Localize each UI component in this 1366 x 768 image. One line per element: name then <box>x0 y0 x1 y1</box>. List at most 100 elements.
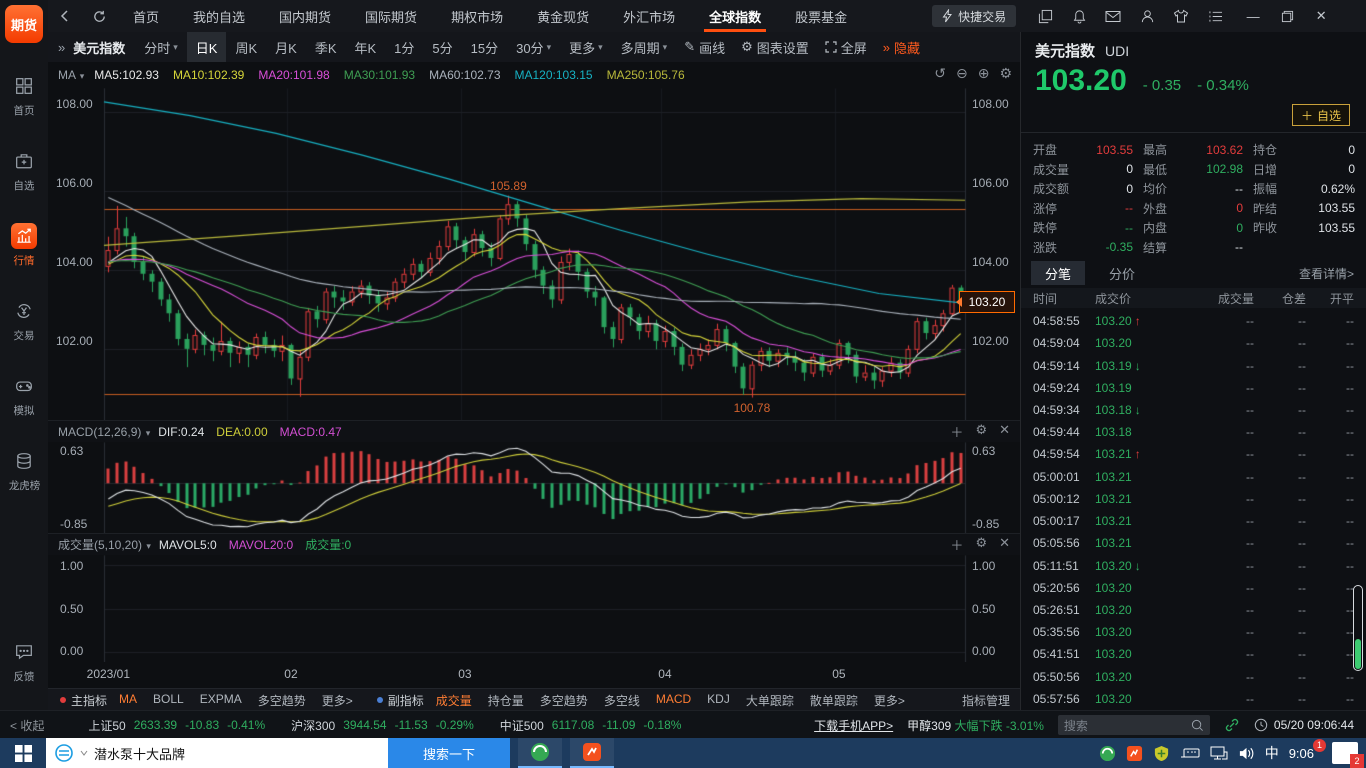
tick-row[interactable]: 04:59:24 103.19 -- -- -- <box>1021 377 1366 399</box>
index-quote-0[interactable]: 上证50 2633.39 -10.83 -0.41% <box>88 717 265 734</box>
zoom-out-icon[interactable]: ⊖ <box>955 65 968 81</box>
sub-indicator-5[interactable]: KDJ <box>707 691 730 706</box>
tray-shield-icon[interactable] <box>1153 745 1170 762</box>
macd-chart[interactable] <box>48 442 1020 533</box>
close-icon[interactable]: ✕ <box>999 422 1010 437</box>
tick-row[interactable]: 05:57:56 103.20 -- -- -- <box>1021 688 1366 710</box>
hide-panel-button[interactable]: » 隐藏 <box>882 39 921 56</box>
tick-row[interactable]: 05:05:56 103.21 -- -- -- <box>1021 532 1366 554</box>
app-logo[interactable]: 期货 <box>5 5 43 43</box>
gear-icon[interactable]: ⚙ <box>999 65 1012 81</box>
ime-indicator[interactable]: 中 <box>1264 745 1279 761</box>
tick-row[interactable]: 05:00:01 103.21 -- -- -- <box>1021 466 1366 488</box>
symbol-selector[interactable]: 美元指数 <box>73 40 126 56</box>
scrollbar-thumb[interactable] <box>1355 639 1361 669</box>
zoom-in-icon[interactable]: ⊕ <box>977 65 990 81</box>
tick-row[interactable]: 04:59:04 103.20 -- -- -- <box>1021 332 1366 354</box>
nav-tab-1[interactable]: 我的自选 <box>193 9 246 25</box>
gear-icon[interactable]: ⚙ <box>975 535 988 550</box>
period-tab-5[interactable]: 年K <box>354 40 377 56</box>
tray-futures-icon[interactable] <box>1126 745 1143 762</box>
sub-indicator-8[interactable]: 更多> <box>873 693 905 708</box>
search-input[interactable]: 搜索 <box>1057 715 1210 735</box>
gear-icon[interactable]: ⚙ <box>975 422 988 437</box>
period-tab-7[interactable]: 5分 <box>432 40 453 56</box>
link-status-icon[interactable] <box>1224 718 1240 732</box>
tray-volume-icon[interactable] <box>1238 746 1255 761</box>
nav-tab-5[interactable]: 黄金现货 <box>537 9 590 25</box>
nav-tab-2[interactable]: 国内期货 <box>279 9 332 25</box>
scrollbar[interactable] <box>1353 585 1363 671</box>
index-quote-1[interactable]: 沪深300 3944.54 -11.53 -0.29% <box>291 717 474 734</box>
tray-green-icon[interactable] <box>1099 745 1116 762</box>
draw-line-button[interactable]: ✎ 画线 <box>684 39 726 56</box>
sub-indicator-3[interactable]: 多空线 <box>603 693 640 708</box>
tick-row[interactable]: 04:59:54 103.21 ↑ -- -- -- <box>1021 443 1366 465</box>
main-indicator-3[interactable]: 多空趋势 <box>257 693 306 708</box>
taskbar-app-browser[interactable] <box>518 738 562 768</box>
macd-dropdown[interactable]: MACD(12,26,9) ▾ <box>58 424 151 439</box>
user-icon[interactable] <box>1130 0 1164 32</box>
tick-row[interactable]: 05:00:12 103.21 -- -- -- <box>1021 488 1366 510</box>
chart-settings-button[interactable]: ⚙ 图表设置 <box>741 39 809 56</box>
period-tab-4[interactable]: 季K <box>314 40 337 56</box>
theme-shirt-icon[interactable] <box>1164 0 1198 32</box>
indicator-manage-button[interactable]: 指标管理 <box>961 693 1010 708</box>
menu-list-icon[interactable] <box>1198 0 1232 32</box>
close-icon[interactable]: ✕ <box>999 535 1010 550</box>
add-icon[interactable]: ＋ <box>950 538 964 553</box>
action-center-icon[interactable]: 2 <box>1332 742 1364 768</box>
ma-dropdown[interactable]: MA ▾ <box>58 68 85 82</box>
tick-row[interactable]: 04:59:14 103.19 ↓ -- -- -- <box>1021 354 1366 376</box>
quick-trade-button[interactable]: 快捷交易 <box>932 5 1017 27</box>
sidebar-item-5[interactable]: 龙虎榜 <box>8 448 41 493</box>
add-icon[interactable]: ＋ <box>950 425 964 440</box>
multi-window-icon[interactable] <box>1028 0 1062 32</box>
sidebar-item-0[interactable]: 首页 <box>11 73 37 118</box>
main-indicator-1[interactable]: BOLL <box>153 691 184 706</box>
nav-tab-8[interactable]: 股票基金 <box>795 9 848 25</box>
tray-network-icon[interactable] <box>1210 746 1228 761</box>
main-candlestick-chart[interactable] <box>48 88 1020 420</box>
period-tab-2[interactable]: 周K <box>235 40 258 56</box>
tick-row[interactable]: 05:26:51 103.20 -- -- -- <box>1021 599 1366 621</box>
hot-contract-name[interactable]: 甲醇309 <box>907 718 952 733</box>
period-tab-11[interactable]: 多周期 ▾ <box>620 40 668 56</box>
tick-row[interactable]: 04:59:34 103.18 ↓ -- -- -- <box>1021 399 1366 421</box>
taskbar-search-box[interactable]: 潜水泵十大品牌 <box>46 738 388 768</box>
tray-clock[interactable]: 9:06 1 <box>1289 738 1326 761</box>
nav-tab-4[interactable]: 期权市场 <box>451 9 504 25</box>
nav-tab-3[interactable]: 国际期货 <box>365 9 418 25</box>
main-indicator-0[interactable]: MA <box>119 691 138 706</box>
nav-tab-7[interactable]: 全球指数 <box>692 0 778 32</box>
tick-row[interactable]: 05:41:51 103.20 -- -- -- <box>1021 643 1366 665</box>
sub-indicator-6[interactable]: 大单跟踪 <box>745 693 794 708</box>
download-app-link[interactable]: 下载手机APP> <box>814 718 894 733</box>
minimize-icon[interactable]: — <box>1246 8 1260 24</box>
tick-row[interactable]: 04:58:55 103.20 ↑ -- -- -- <box>1021 310 1366 332</box>
sidebar-item-1[interactable]: 自选 <box>11 148 37 193</box>
taskbar-app-futures[interactable] <box>570 738 614 768</box>
period-tab-9[interactable]: 30分 ▾ <box>516 40 552 56</box>
sub-indicator-7[interactable]: 散单跟踪 <box>809 693 858 708</box>
period-tab-3[interactable]: 月K <box>275 40 297 56</box>
nav-tab-6[interactable]: 外汇市场 <box>623 9 676 25</box>
index-quote-2[interactable]: 中证500 6117.08 -11.09 -0.18% <box>500 717 682 734</box>
period-tab-8[interactable]: 15分 <box>470 40 499 56</box>
main-indicator-2[interactable]: EXPMA <box>199 691 242 706</box>
period-tab-0[interactable]: 分时 ▾ <box>144 40 178 56</box>
tick-row[interactable]: 04:59:44 103.18 -- -- -- <box>1021 421 1366 443</box>
undo-icon[interactable]: ↺ <box>934 65 946 81</box>
bell-icon[interactable] <box>1062 0 1096 32</box>
period-tab-6[interactable]: 1分 <box>394 40 415 56</box>
refresh-icon[interactable] <box>82 0 116 32</box>
mail-icon[interactable] <box>1096 0 1130 32</box>
volume-dropdown[interactable]: 成交量(5,10,20) ▾ <box>58 538 151 552</box>
back-icon[interactable] <box>48 0 82 32</box>
tick-row[interactable]: 05:00:17 103.21 -- -- -- <box>1021 510 1366 532</box>
volume-chart[interactable] <box>48 555 1020 662</box>
sub-indicator-0[interactable]: 成交量 <box>435 693 472 708</box>
sidebar-item-3[interactable]: 交易 <box>11 298 37 343</box>
tick-row[interactable]: 05:35:56 103.20 -- -- -- <box>1021 621 1366 643</box>
sidebar-item-4[interactable]: 模拟 <box>11 373 37 418</box>
